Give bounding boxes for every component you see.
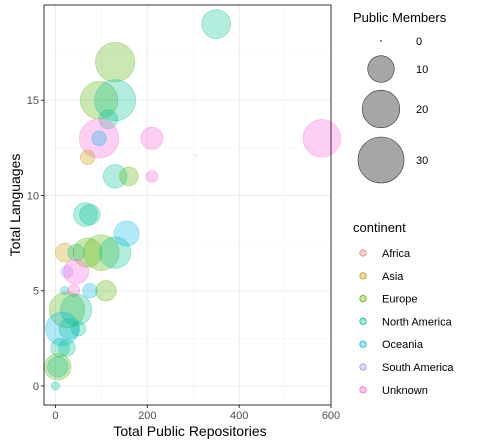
- data-point: [83, 234, 120, 271]
- color-legend: continent Africa Asia Europe North America O…: [353, 220, 454, 397]
- y-axis-title: Total Languages: [7, 154, 23, 257]
- data-point: [73, 202, 98, 227]
- data-point: [70, 321, 87, 337]
- color-legend-key: [359, 363, 367, 371]
- color-legend-label: Oceania: [382, 339, 424, 351]
- color-legend-key: [359, 272, 367, 280]
- data-point: [60, 265, 74, 278]
- color-legend-title: continent: [353, 220, 406, 235]
- x-tick-label: 400: [230, 410, 248, 422]
- data-point: [67, 243, 85, 262]
- size-legend-title: Public Members: [353, 10, 447, 25]
- data-point: [79, 203, 101, 226]
- data-point: [79, 118, 120, 159]
- y-tick-label: 10: [27, 190, 39, 202]
- color-legend-label: Europe: [382, 294, 417, 306]
- data-point: [102, 164, 128, 189]
- y-tick-label: 5: [33, 286, 39, 298]
- x-axis-title: Total Public Repositories: [113, 423, 266, 439]
- data-point: [58, 339, 76, 357]
- data-point: [94, 79, 137, 122]
- y-tick-label: 0: [33, 381, 39, 393]
- data-point: [50, 381, 60, 391]
- data-point: [80, 81, 119, 120]
- data-point: [113, 220, 140, 247]
- data-point: [82, 283, 98, 299]
- color-legend-key: [359, 294, 367, 303]
- color-legend-label: Asia: [382, 271, 404, 283]
- x-tick-label: 200: [138, 410, 156, 422]
- data-points: [44, 9, 341, 391]
- grid-lines: [44, 5, 332, 405]
- data-point: [54, 242, 75, 263]
- data-point: [145, 170, 159, 183]
- color-legend-key: [359, 249, 367, 257]
- axes: 0 200 400 600 0 5 10 15: [27, 95, 340, 422]
- panel-border: [43, 4, 332, 406]
- data-point: [45, 311, 80, 346]
- size-legend-label: 10: [416, 64, 428, 76]
- data-point: [91, 130, 107, 146]
- x-tick-label: 0: [52, 410, 58, 422]
- size-legend-key: [380, 40, 382, 42]
- data-point: [80, 149, 96, 165]
- data-point: [60, 293, 93, 326]
- data-point: [194, 154, 197, 157]
- data-point: [58, 318, 80, 340]
- color-legend-key: [359, 317, 367, 325]
- color-legend-label: Africa: [382, 248, 411, 260]
- data-point: [63, 258, 90, 285]
- data-point: [47, 356, 69, 378]
- color-legend-key: [359, 386, 367, 394]
- color-legend-key: [359, 340, 367, 348]
- data-point: [140, 126, 164, 150]
- size-legend-label: 30: [416, 155, 428, 167]
- data-point: [98, 109, 118, 129]
- color-legend-label: South America: [382, 362, 454, 374]
- data-point: [119, 166, 139, 187]
- size-legend-key: [367, 55, 395, 83]
- size-legend: Public Members 0 10 20 30: [353, 10, 447, 184]
- size-legend-key: [357, 136, 405, 184]
- size-legend-label: 20: [416, 104, 428, 116]
- size-legend-key: [361, 89, 401, 129]
- data-point: [60, 286, 70, 296]
- data-point: [95, 280, 117, 302]
- color-legend-label: Unknown: [382, 385, 428, 397]
- data-point: [72, 237, 103, 268]
- data-point: [95, 42, 136, 83]
- color-legend-label: North America: [382, 316, 453, 328]
- x-tick-label: 600: [322, 410, 340, 422]
- y-tick-label: 15: [27, 95, 39, 107]
- size-legend-label: 0: [416, 36, 422, 48]
- data-point: [50, 338, 70, 358]
- data-point: [99, 236, 132, 269]
- data-point: [201, 9, 232, 39]
- data-point: [48, 291, 86, 328]
- data-point: [302, 119, 341, 158]
- data-point: [67, 284, 81, 297]
